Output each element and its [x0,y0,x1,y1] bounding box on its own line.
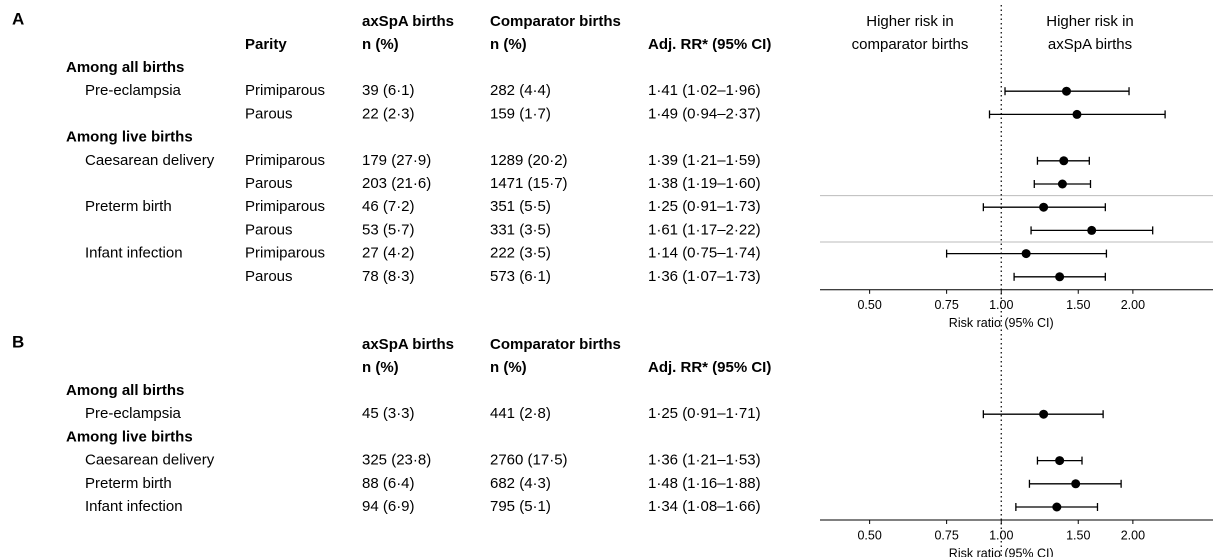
axspa-count: 45 (3·3) [362,405,415,422]
rr-label: 1·25 (0·91–1·73) [648,198,761,215]
column-header: n (%) [490,359,527,376]
column-header: axSpA births [362,336,454,353]
outcome: Caesarean delivery [85,452,215,469]
column-header: Comparator births [490,336,621,353]
x-axis-label: Risk ratio (95% CI) [949,316,1054,330]
panel-label: A [12,9,24,28]
rr-label: 1·48 (1·16–1·88) [648,475,761,492]
rr-label: 1·41 (1·02–1·96) [648,82,761,99]
axspa-count: 39 (6·1) [362,82,415,99]
comparator-count: 2760 (17·5) [490,452,568,469]
estimate [1059,156,1069,166]
axspa-count: 22 (2·3) [362,105,415,122]
axspa-count: 78 (8·3) [362,268,415,285]
estimate [1021,249,1031,259]
column-header: Comparator births [490,13,621,30]
x-tick-label: 1.00 [989,298,1013,312]
x-tick-label: 0.50 [857,298,881,312]
x-tick-label: 1.00 [989,528,1013,542]
parity: Primiparous [245,245,325,262]
x-tick-label: 2.00 [1121,528,1145,542]
comparator-count: 159 (1·7) [490,105,551,122]
estimate [1039,202,1049,212]
panel-label: B [12,332,24,351]
parity: Primiparous [245,198,325,215]
parity: Parous [245,221,293,238]
rr-label: 1·49 (0·94–2·37) [648,105,761,122]
comparator-count: 441 (2·8) [490,405,551,422]
axspa-count: 94 (6·9) [362,498,415,515]
axspa-count: 325 (23·8) [362,452,431,469]
column-header: n (%) [362,36,399,53]
section-label: Among live births [66,428,193,445]
x-tick-label: 0.75 [934,528,958,542]
rr-label: 1·39 (1·21–1·59) [648,152,761,169]
x-tick-label: 0.75 [934,298,958,312]
direction-note: axSpA births [1048,36,1132,53]
x-axis-label: Risk ratio (95% CI) [949,546,1054,557]
comparator-count: 1289 (20·2) [490,152,568,169]
section-label: Among all births [66,59,184,76]
direction-note: Higher risk in [866,13,954,30]
x-tick-label: 2.00 [1121,298,1145,312]
rr-label: 1·61 (1·17–2·22) [648,221,761,238]
section-label: Among all births [66,382,184,399]
estimate [1055,456,1065,466]
estimate [1055,272,1065,282]
rr-label: 1·34 (1·08–1·66) [648,498,761,515]
axspa-count: 179 (27·9) [362,152,431,169]
column-header: n (%) [490,36,527,53]
comparator-count: 331 (3·5) [490,221,551,238]
column-header: Adj. RR* (95% CI) [648,36,771,53]
column-header: Parity [245,36,287,53]
estimate [1052,502,1062,512]
axspa-count: 53 (5·7) [362,221,415,238]
outcome: Pre-eclampsia [85,82,182,99]
x-tick-label: 1.50 [1066,528,1090,542]
parity: Parous [245,175,293,192]
direction-note: comparator births [852,36,969,53]
comparator-count: 222 (3·5) [490,245,551,262]
estimate [1039,409,1049,419]
x-tick-label: 0.50 [857,528,881,542]
column-header: n (%) [362,359,399,376]
column-header: axSpA births [362,13,454,30]
comparator-count: 795 (5·1) [490,498,551,515]
outcome: Preterm birth [85,198,172,215]
rr-label: 1·14 (0·75–1·74) [648,245,761,262]
parity: Parous [245,268,293,285]
comparator-count: 573 (6·1) [490,268,551,285]
outcome: Caesarean delivery [85,152,215,169]
comparator-count: 351 (5·5) [490,198,551,215]
parity: Primiparous [245,82,325,99]
section-label: Among live births [66,129,193,146]
estimate [1057,179,1067,189]
comparator-count: 682 (4·3) [490,475,551,492]
estimate [1072,109,1082,119]
parity: Parous [245,105,293,122]
x-tick-label: 1.50 [1066,298,1090,312]
rr-label: 1·36 (1·21–1·53) [648,452,761,469]
rr-label: 1·38 (1·19–1·60) [648,175,761,192]
axspa-count: 203 (21·6) [362,175,431,192]
axspa-count: 46 (7·2) [362,198,415,215]
outcome: Infant infection [85,245,183,262]
rr-label: 1·25 (0·91–1·71) [648,405,761,422]
parity: Primiparous [245,152,325,169]
comparator-count: 282 (4·4) [490,82,551,99]
estimate [1061,86,1071,96]
estimate [1071,479,1081,489]
axspa-count: 27 (4·2) [362,245,415,262]
outcome: Infant infection [85,498,183,515]
estimate [1087,225,1097,235]
comparator-count: 1471 (15·7) [490,175,568,192]
column-header: Adj. RR* (95% CI) [648,359,771,376]
rr-label: 1·36 (1·07–1·73) [648,268,761,285]
outcome: Pre-eclampsia [85,405,182,422]
axspa-count: 88 (6·4) [362,475,415,492]
direction-note: Higher risk in [1046,13,1134,30]
outcome: Preterm birth [85,475,172,492]
